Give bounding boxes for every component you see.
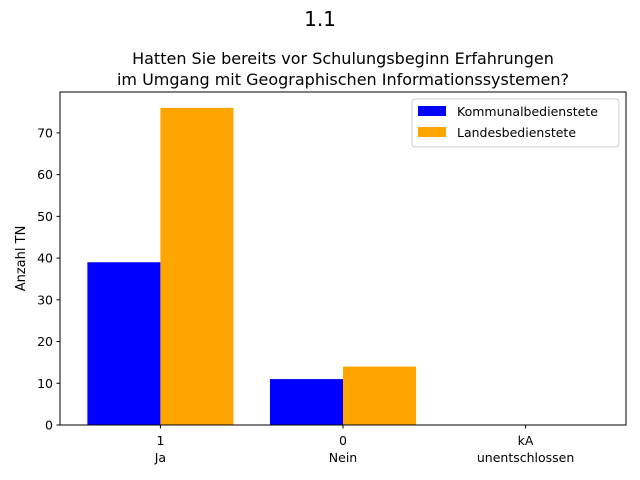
chart-title-line-2: im Umgang mit Geographischen Information… (117, 70, 569, 89)
plot-frame (59, 91, 627, 426)
legend-label-landesbedienstete: Landesbedienstete (457, 125, 576, 140)
x-tick-code: 0 (339, 433, 347, 448)
legend-box (411, 98, 620, 148)
chart-title-line-1: Hatten Sie bereits vor Schulungsbeginn E… (132, 49, 554, 68)
y-tick-label: 10 (37, 376, 53, 391)
legend: Kommunalbedienstete Landesbedienstete (411, 98, 620, 148)
y-tick-label: 70 (37, 125, 53, 140)
legend-swatch-kommunalbedienstete (418, 106, 446, 116)
y-tick-label: 40 (37, 251, 53, 266)
x-axis: 1 Ja 0 Nein kA unentschlossen (154, 425, 574, 465)
bar-landesbedienstete-0 (343, 366, 417, 425)
legend-swatch-landesbedienstete (418, 127, 446, 137)
bar-landesbedienstete-1 (160, 107, 234, 425)
y-tick-label: 20 (37, 334, 53, 349)
x-tick-code: kA (518, 433, 534, 448)
y-tick-label: 50 (37, 209, 53, 224)
x-tick-label: Nein (329, 450, 357, 465)
y-axis-label: Anzahl TN (14, 226, 29, 292)
bar-kommunalbedienstete-1 (87, 262, 161, 425)
bar-kommunalbedienstete-0 (269, 379, 343, 425)
legend-label-kommunalbedienstete: Kommunalbedienstete (457, 104, 598, 119)
chart-suptitle: 1.1 (304, 7, 336, 31)
x-tick-label: unentschlossen (477, 450, 574, 465)
bars-group (87, 107, 417, 425)
y-tick-label: 0 (45, 418, 53, 433)
y-tick-label: 30 (37, 292, 53, 307)
x-tick-code: 1 (156, 433, 164, 448)
y-axis: 0 10 20 30 40 50 60 70 (37, 125, 60, 433)
x-tick-label: Ja (154, 450, 166, 465)
y-tick-label: 60 (37, 167, 53, 182)
